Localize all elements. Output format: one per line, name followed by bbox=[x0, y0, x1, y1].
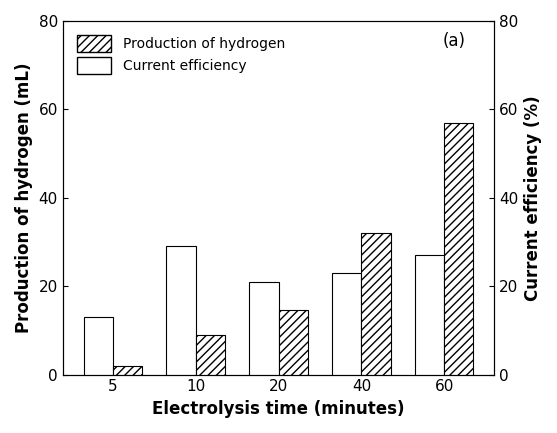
Bar bbox=[333, 273, 361, 375]
Text: (a): (a) bbox=[442, 32, 466, 50]
Bar bbox=[196, 335, 224, 375]
Bar bbox=[444, 123, 473, 375]
X-axis label: Electrolysis time (minutes): Electrolysis time (minutes) bbox=[152, 400, 405, 418]
Bar bbox=[113, 366, 141, 375]
Bar bbox=[167, 246, 196, 375]
Y-axis label: Production of hydrogen (mL): Production of hydrogen (mL) bbox=[15, 62, 33, 333]
Bar bbox=[361, 233, 390, 375]
Bar bbox=[416, 255, 444, 375]
Bar bbox=[278, 310, 307, 375]
Y-axis label: Current efficiency (%): Current efficiency (%) bbox=[524, 95, 542, 301]
Legend: Production of hydrogen, Current efficiency: Production of hydrogen, Current efficien… bbox=[70, 28, 292, 81]
Bar bbox=[84, 317, 113, 375]
Bar bbox=[250, 282, 278, 375]
